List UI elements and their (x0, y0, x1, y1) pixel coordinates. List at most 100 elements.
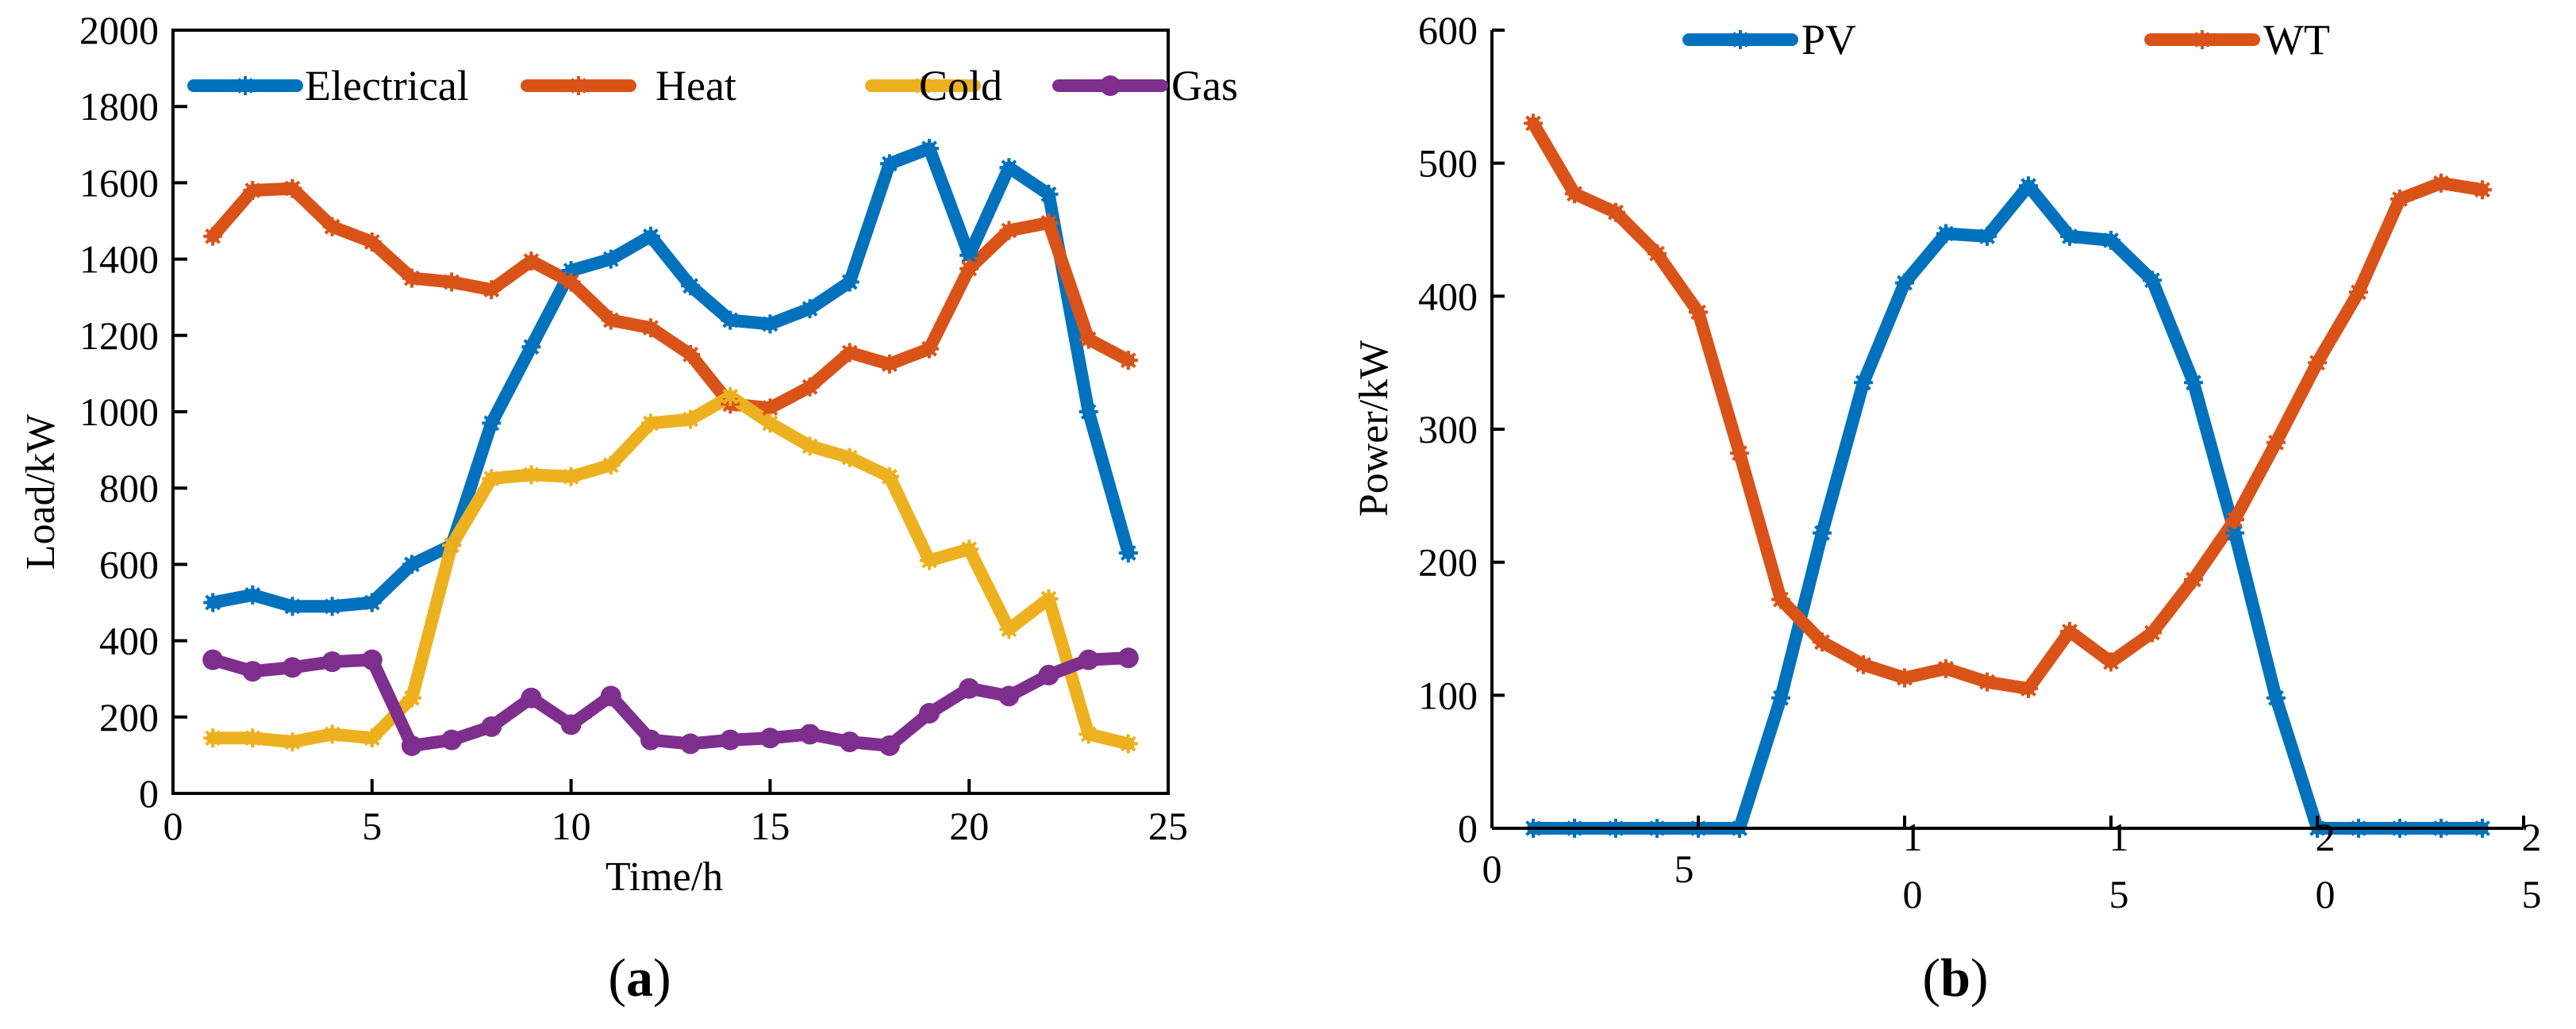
chart-b-xtick-label: 5 (1674, 847, 1694, 891)
chart-b-point-wt (2473, 180, 2492, 200)
chart-a-point-gas (720, 729, 741, 751)
chart-b-ylabel: Power/kW (1351, 340, 1397, 516)
chart-b-xtick-label: 0 (1482, 847, 1502, 891)
chart-a-point-heat (640, 318, 660, 338)
chart-b-point-wt (2432, 173, 2451, 193)
chart-a-point-cold (521, 465, 541, 485)
chart-b-point-pv (1978, 226, 1997, 246)
chart-a-point-gas (759, 728, 781, 749)
chart-a-legend-item-cold: Cold (865, 62, 1002, 109)
chart-b-point-pv (2101, 230, 2120, 250)
chart-b-ytick-label: 300 (1418, 407, 1478, 451)
chart-a-point-electrical (760, 314, 780, 334)
chart-a-ytick-label: 400 (99, 619, 159, 663)
chart-a-ytick-label: 800 (99, 466, 159, 510)
chart-b-point-wt (2143, 623, 2162, 643)
chart-b-point-pv (2019, 176, 2038, 196)
chart-a-point-heat (203, 226, 223, 246)
chart-b-point-wt (2308, 353, 2327, 373)
chart-a-point-cold (920, 551, 939, 570)
chart-a-point-heat (322, 217, 342, 236)
chart-a-point-heat (1118, 351, 1138, 371)
chart-a-load-profiles: 0 200 400 600 800 1000 1200 1400 1600 1800 2000 0 5 1… (18, 8, 1238, 1008)
chart-b-point-pv (2184, 373, 2203, 393)
chart-a-point-cold (561, 467, 581, 486)
chart-a-point-gas (640, 729, 661, 751)
chart-a-point-electrical (521, 337, 541, 357)
chart-a-point-cold (1118, 734, 1138, 754)
chart-a-legend-marker (1100, 75, 1121, 96)
chart-a-point-electrical (920, 139, 939, 159)
chart-b-point-wt (1565, 184, 1584, 204)
chart-a-point-heat (800, 377, 820, 397)
chart-a-ytick-label: 1400 (79, 237, 159, 282)
chart-a-legend-item-gas: Gas (1052, 62, 1238, 109)
chart-a-legend-marker (236, 76, 255, 95)
chart-b-point-wt (2225, 510, 2244, 529)
chart-a-plot-frame (171, 29, 1170, 795)
chart-a-xlabel: Time/h (606, 854, 723, 900)
chart-a-legend: Electrical Heat Cold Gas (187, 62, 1238, 109)
chart-a-point-gas (560, 714, 582, 735)
chart-b-series-line-wt (1527, 117, 2489, 695)
chart-a-point-heat (442, 272, 462, 292)
chart-a-point-heat (840, 343, 859, 363)
chart-b-point-wt (1978, 672, 1997, 692)
chart-b-point-wt (2184, 570, 2203, 589)
chart-b-point-wt (1854, 655, 1873, 674)
chart-a-point-electrical (800, 299, 820, 319)
chart-b-point-wt (1647, 244, 1667, 263)
chart-b-point-wt (2266, 432, 2286, 452)
chart-a-point-cold (640, 413, 660, 433)
chart-a-xtick-label: 25 (1148, 804, 1188, 848)
chart-a-point-heat (879, 354, 899, 374)
chart-a-legend-label: Electrical (305, 62, 469, 109)
chart-b-point-wt (1895, 668, 1914, 688)
chart-a-point-gas (521, 687, 542, 708)
chart-a-point-heat (402, 268, 421, 288)
chart-b-ytick-label: 500 (1418, 141, 1478, 186)
chart-a-point-gas (998, 685, 1020, 707)
chart-a-point-gas (1038, 664, 1059, 685)
chart-b-point-wt (2390, 189, 2409, 209)
chart-a-ytick-label: 1200 (79, 313, 159, 358)
chart-a-point-cold (721, 386, 740, 406)
chart-a-xtick-label: 0 (163, 804, 183, 848)
chart-a-xtick-label: 5 (362, 804, 382, 848)
chart-a-legend-label: Cold (919, 62, 1002, 109)
chart-a-ytick-label: 200 (99, 695, 159, 739)
chart-b-point-wt (1606, 202, 1625, 222)
chart-a-point-heat (521, 251, 541, 271)
chart-a-point-electrical (1039, 184, 1059, 204)
chart-b-point-wt (2019, 679, 2038, 698)
chart-a-ytick-label: 1000 (79, 390, 159, 434)
chart-a-point-electrical (561, 261, 581, 280)
chart-a-point-cold (442, 536, 462, 555)
chart-a-point-gas (879, 735, 900, 756)
chart-a-ytick-label: 0 (139, 771, 159, 816)
chart-a-point-cold (203, 728, 223, 748)
chart-b-point-wt (2349, 282, 2368, 302)
chart-a-point-cold (840, 447, 859, 467)
chart-b-legend-item-wt: WT (2144, 16, 2330, 63)
chart-a-point-electrical (840, 272, 859, 292)
chart-b-point-wt (1813, 632, 1832, 652)
chart-a-point-gas (680, 733, 702, 754)
chart-a-point-gas (919, 702, 940, 724)
chart-a-point-heat (999, 221, 1019, 240)
chart-b-caption-letter: b (1940, 947, 1970, 1008)
chart-b-point-wt (2101, 652, 2120, 672)
chart-a-point-cold (1039, 589, 1059, 609)
chart-a-xtick-label: 20 (949, 804, 989, 848)
chart-a-point-cold (999, 620, 1019, 639)
chart-b-point-pv (2266, 688, 2286, 708)
chart-a-point-electrical (1078, 402, 1098, 421)
chart-b-point-pv (1854, 373, 1873, 393)
chart-a-point-heat (1078, 329, 1098, 349)
chart-a-series-layer (206, 142, 1135, 752)
chart-a-point-heat (959, 259, 979, 278)
chart-b-point-pv (2225, 523, 2244, 543)
chart-a-point-heat (243, 181, 263, 200)
chart-a-point-gas (1078, 649, 1099, 670)
